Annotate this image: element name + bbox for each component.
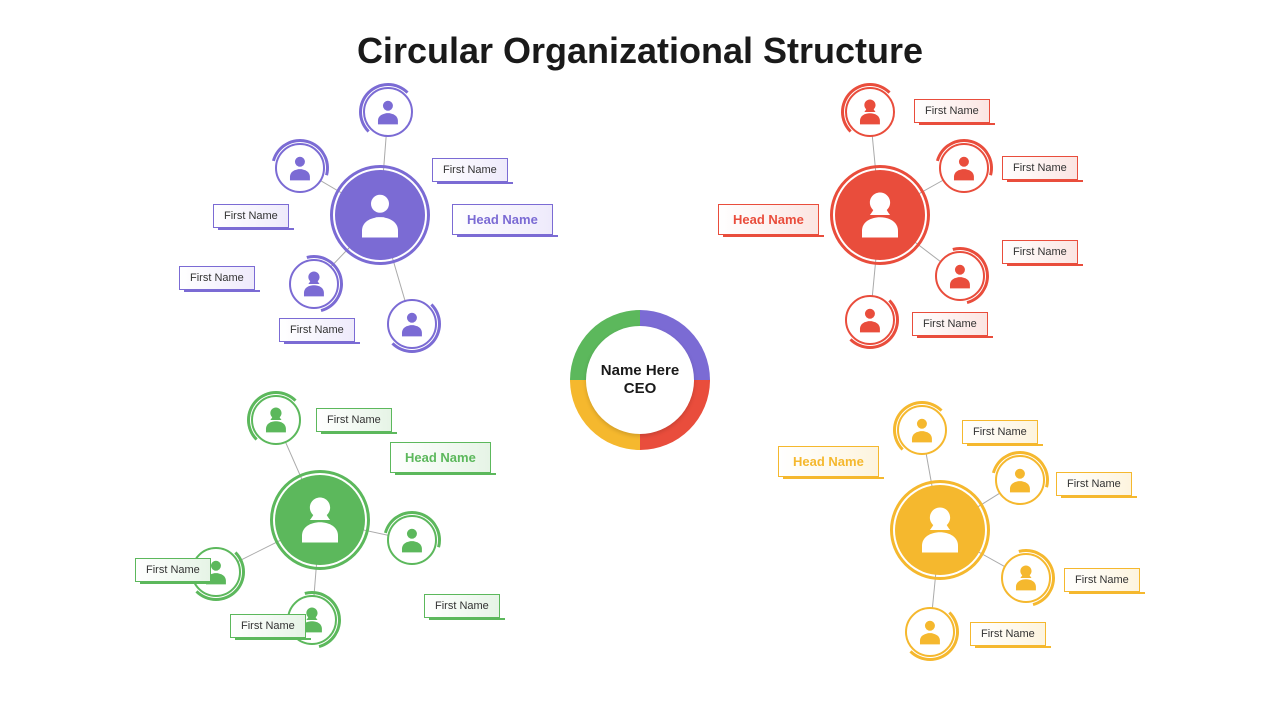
label-underline <box>321 432 397 434</box>
label-underline <box>1007 180 1083 182</box>
satellite-yellow-1 <box>995 455 1045 505</box>
label-underline <box>967 444 1043 446</box>
satellite-label-green-1: First Name <box>424 594 500 618</box>
satellite-purple-3 <box>387 299 437 349</box>
head-label-yellow: Head Name <box>778 446 879 477</box>
label-underline <box>975 646 1051 648</box>
label-underline <box>235 638 311 640</box>
satellite-yellow-3 <box>905 607 955 657</box>
person-male-icon <box>945 261 975 291</box>
satellite-label-purple-0: First Name <box>432 158 508 182</box>
person-female-icon <box>855 97 885 127</box>
person-male-icon <box>373 97 403 127</box>
satellite-purple-1 <box>275 143 325 193</box>
label-underline <box>184 290 260 292</box>
diagram-canvas: Name HereCEO Head Name First Name First … <box>0 0 1280 720</box>
label-underline <box>1069 592 1145 594</box>
person-female-icon <box>853 188 907 242</box>
person-male-icon <box>1005 465 1035 495</box>
satellite-label-yellow-1: First Name <box>1056 472 1132 496</box>
satellite-label-green-3: First Name <box>135 558 211 582</box>
person-male-icon <box>907 415 937 445</box>
label-underline <box>1007 264 1083 266</box>
satellite-red-1 <box>939 143 989 193</box>
ceo-ring: Name HereCEO <box>570 310 710 450</box>
satellite-label-red-3: First Name <box>912 312 988 336</box>
satellite-label-green-0: First Name <box>316 408 392 432</box>
label-underline <box>783 477 884 479</box>
satellite-label-red-0: First Name <box>914 99 990 123</box>
person-male-icon <box>915 617 945 647</box>
person-male-icon <box>949 153 979 183</box>
head-yellow <box>895 485 985 575</box>
label-underline <box>437 182 513 184</box>
ceo-line1: Name Here <box>601 362 679 380</box>
satellite-label-yellow-3: First Name <box>970 622 1046 646</box>
satellite-label-purple-1: First Name <box>213 204 289 228</box>
head-label-green: Head Name <box>390 442 491 473</box>
head-purple <box>335 170 425 260</box>
person-female-icon <box>1011 563 1041 593</box>
label-underline <box>917 336 993 338</box>
label-underline <box>429 618 505 620</box>
person-male-icon <box>353 188 407 242</box>
satellite-red-3 <box>845 295 895 345</box>
label-underline <box>140 582 216 584</box>
ceo-label: Name HereCEO <box>586 326 694 434</box>
person-male-icon <box>855 305 885 335</box>
person-female-icon <box>299 269 329 299</box>
label-underline <box>1061 496 1137 498</box>
person-female-icon <box>261 405 291 435</box>
label-underline <box>284 342 360 344</box>
satellite-purple-0 <box>363 87 413 137</box>
person-female-icon <box>913 503 967 557</box>
label-underline <box>723 235 824 237</box>
satellite-green-1 <box>387 515 437 565</box>
satellite-label-purple-2: First Name <box>179 266 255 290</box>
ceo-line2: CEO <box>624 380 657 398</box>
satellite-green-0 <box>251 395 301 445</box>
person-male-icon <box>397 309 427 339</box>
label-underline <box>457 235 558 237</box>
label-underline <box>919 123 995 125</box>
satellite-label-red-1: First Name <box>1002 156 1078 180</box>
head-label-purple: Head Name <box>452 204 553 235</box>
satellite-label-yellow-0: First Name <box>962 420 1038 444</box>
satellite-red-2 <box>935 251 985 301</box>
satellite-yellow-2 <box>1001 553 1051 603</box>
head-label-red: Head Name <box>718 204 819 235</box>
person-male-icon <box>285 153 315 183</box>
satellite-label-yellow-2: First Name <box>1064 568 1140 592</box>
person-male-icon <box>397 525 427 555</box>
head-red <box>835 170 925 260</box>
satellite-label-purple-3: First Name <box>279 318 355 342</box>
person-female-icon <box>293 493 347 547</box>
label-underline <box>395 473 496 475</box>
head-green <box>275 475 365 565</box>
satellite-red-0 <box>845 87 895 137</box>
satellite-label-green-2: First Name <box>230 614 306 638</box>
satellite-label-red-2: First Name <box>1002 240 1078 264</box>
satellite-yellow-0 <box>897 405 947 455</box>
label-underline <box>218 228 294 230</box>
satellite-purple-2 <box>289 259 339 309</box>
